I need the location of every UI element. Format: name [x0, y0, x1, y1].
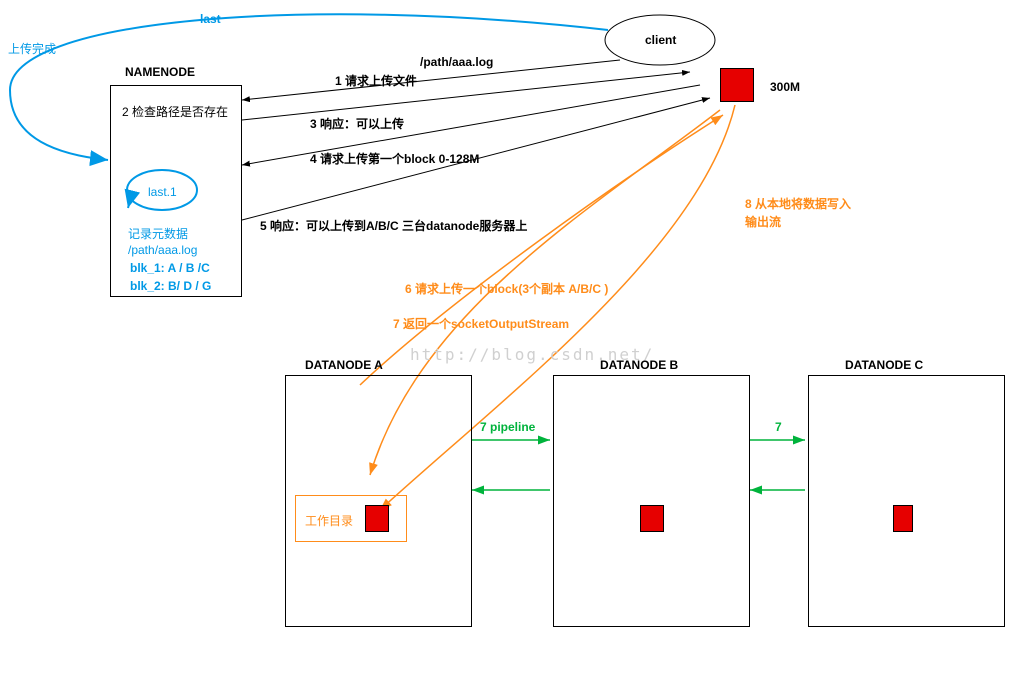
client-file-block	[720, 68, 754, 102]
arc-last-upload	[10, 14, 608, 160]
label-step7: 7 返回一个socketOutputStream	[393, 315, 569, 332]
label-step5: 5 响应：可以上传到A/B/C 三台datanode服务器上	[260, 217, 527, 234]
namenode-last1: last.1	[148, 185, 177, 199]
datanode-b-box	[553, 375, 750, 627]
label-step6: 6 请求上传一个block(3个副本 A/B/C )	[405, 280, 608, 297]
namenode-meta-label: 记录元数据	[128, 225, 188, 242]
label-step4: 4 请求上传第一个block 0-128M	[310, 150, 479, 167]
label-step1: 1 请求上传文件	[335, 72, 417, 89]
namenode-blk2: blk_2: B/ D / G	[130, 279, 211, 293]
label-step8b: 输出流	[745, 213, 781, 230]
datanode-c-title: DATANODE C	[845, 358, 923, 372]
datanode-b-title: DATANODE B	[600, 358, 678, 372]
label-last: last	[200, 12, 221, 26]
datanode-b-block	[640, 505, 664, 532]
datanode-a-workdir-label: 工作目录	[305, 512, 353, 529]
label-upload-done: 上传完成	[8, 40, 56, 57]
namenode-title: NAMENODE	[125, 65, 195, 79]
namenode-blk1: blk_1: A / B /C	[130, 261, 210, 275]
label-step8a: 8 从本地将数据写入	[745, 195, 851, 212]
arrow-step3	[242, 72, 690, 120]
namenode-check: 2 检查路径是否存在	[122, 103, 228, 120]
client-label: client	[645, 33, 676, 47]
datanode-a-block	[365, 505, 389, 532]
client-file-size: 300M	[770, 80, 800, 94]
label-path: /path/aaa.log	[420, 55, 493, 69]
datanode-c-block	[893, 505, 913, 532]
label-pipeline-bc: 7	[775, 420, 782, 434]
label-pipeline-ab: 7 pipeline	[480, 420, 535, 434]
datanode-c-box	[808, 375, 1005, 627]
label-step3: 3 响应：可以上传	[310, 115, 404, 132]
datanode-a-title: DATANODE A	[305, 358, 383, 372]
namenode-meta-path: /path/aaa.log	[128, 243, 197, 257]
